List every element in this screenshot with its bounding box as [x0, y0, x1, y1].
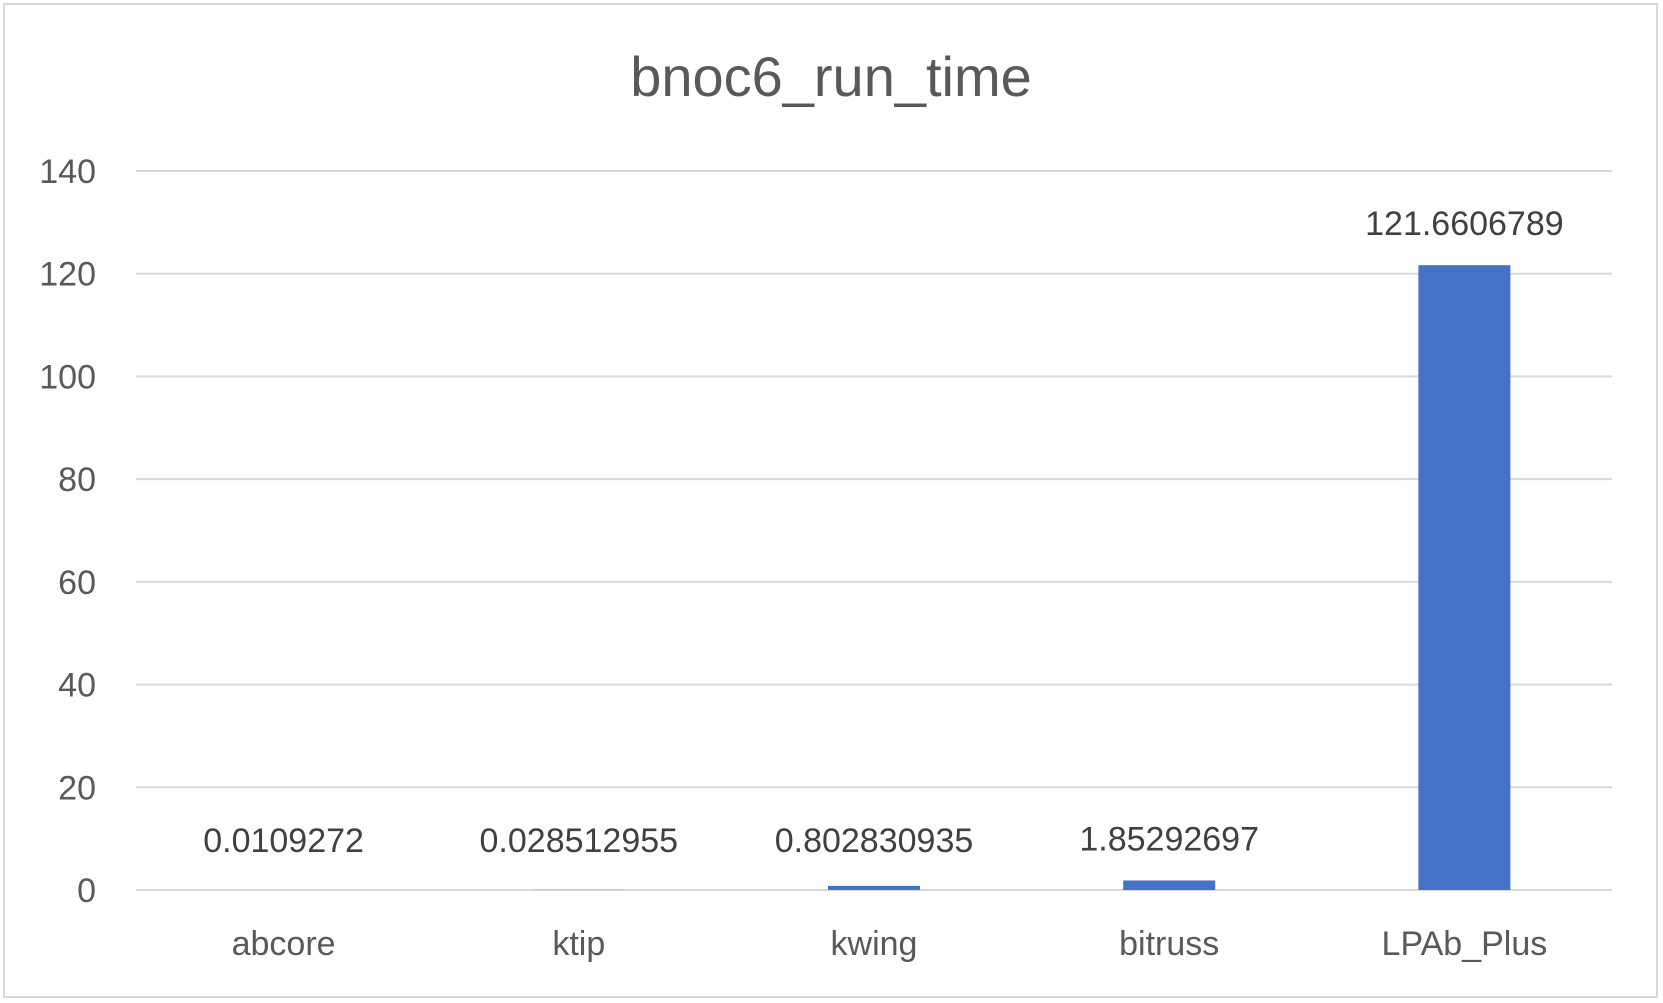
bars: [237, 265, 1511, 890]
chart-frame: [3, 3, 1658, 998]
y-tick-label: 80: [58, 461, 96, 499]
x-category-label: ktip: [552, 925, 605, 963]
gridlines: [136, 170, 1612, 891]
bar-bitruss: [1123, 880, 1216, 890]
data-label: 0.028512955: [480, 822, 679, 860]
x-category-label: bitruss: [1119, 925, 1219, 963]
x-category-label: abcore: [232, 925, 336, 963]
bar-kwing: [828, 885, 920, 890]
data-labels: 0.0109272 0.028512955 0.802830935 1.8529269…: [203, 205, 1563, 860]
chart-title: bnoc6_run_time: [630, 45, 1032, 108]
y-tick-label: 0: [77, 872, 96, 910]
data-label: 121.6606789: [1365, 205, 1564, 243]
y-tick-label: 100: [39, 358, 96, 396]
data-label: 0.0109272: [203, 822, 364, 860]
y-tick-label: 120: [39, 256, 96, 294]
y-axis-tick-labels: 0 20 40 60 80 100 120 140: [39, 153, 96, 910]
y-tick-label: 20: [58, 769, 96, 807]
data-label: 0.802830935: [775, 822, 974, 860]
x-axis-category-labels: abcore ktip kwing bitruss LPAb_Plus: [232, 925, 1548, 963]
data-label: 1.85292697: [1079, 820, 1259, 858]
x-category-label: kwing: [831, 925, 918, 963]
x-category-label: LPAb_Plus: [1382, 925, 1548, 963]
y-tick-label: 140: [39, 153, 96, 191]
y-tick-label: 60: [58, 564, 96, 602]
y-tick-label: 40: [58, 667, 96, 705]
bar-lpab-plus: [1418, 265, 1511, 890]
